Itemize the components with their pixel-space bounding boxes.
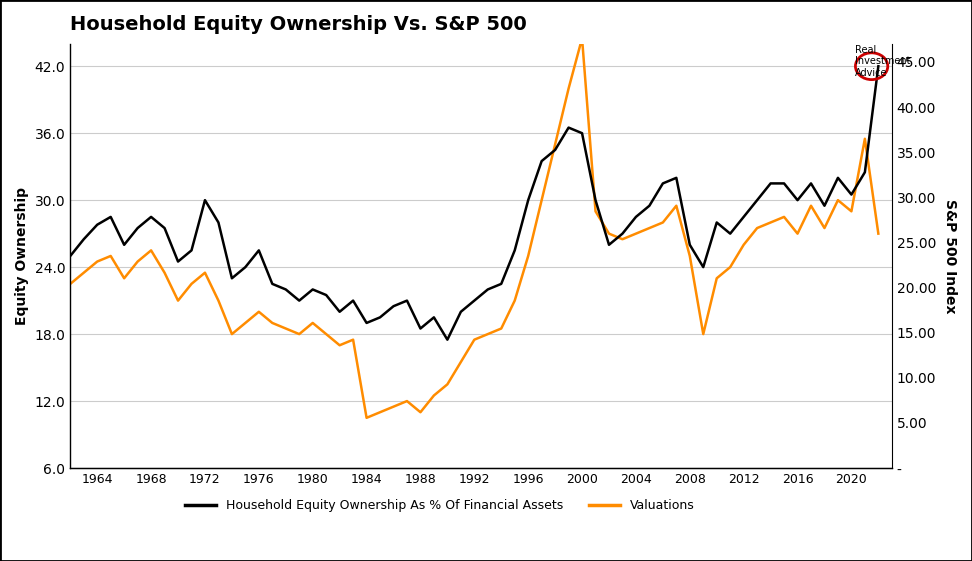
- Y-axis label: S&P 500 Index: S&P 500 Index: [943, 199, 957, 313]
- Y-axis label: Equity Ownership: Equity Ownership: [15, 187, 29, 325]
- Text: Real
Investment
Advice: Real Investment Advice: [855, 45, 911, 78]
- Text: Household Equity Ownership Vs. S&P 500: Household Equity Ownership Vs. S&P 500: [70, 15, 527, 34]
- Legend: Household Equity Ownership As % Of Financial Assets, Valuations: Household Equity Ownership As % Of Finan…: [180, 494, 700, 517]
